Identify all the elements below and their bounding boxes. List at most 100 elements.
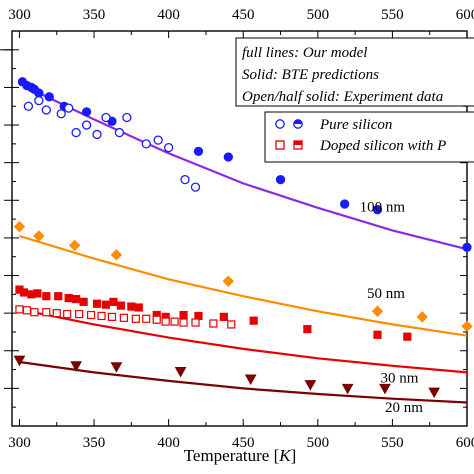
- circle-marker: [23, 101, 34, 111]
- x-tick-label-bottom: 450: [232, 435, 255, 451]
- plot-frame: [11, 30, 468, 427]
- square-marker: [86, 310, 96, 320]
- circle-marker: [81, 107, 92, 117]
- triangle-marker: [379, 383, 391, 395]
- legend-marker-half-square-fill: [294, 141, 302, 145]
- circle-marker: [34, 88, 44, 98]
- square-marker: [101, 300, 111, 309]
- circle-marker: [81, 120, 92, 130]
- square-marker: [127, 302, 136, 311]
- x-tick-label-top: 450: [232, 7, 255, 23]
- circle-marker: [141, 139, 151, 149]
- legend-label-pure-silicon: Pure silicon: [319, 117, 392, 133]
- x-tick-label-top: 550: [381, 7, 404, 23]
- square-marker: [403, 332, 412, 341]
- square-marker: [107, 312, 117, 322]
- square-marker: [92, 299, 102, 308]
- x-axis-label-unit: K: [278, 446, 292, 465]
- circle-marker: [34, 95, 44, 106]
- x-tick-label-top: 350: [83, 7, 106, 23]
- diamond-marker: [461, 320, 473, 333]
- legend-marker-open-circle: [275, 119, 285, 129]
- square-marker: [373, 330, 382, 339]
- diamond-marker: [13, 220, 26, 233]
- curve-labels: 100 nm 50 nm 30 nm 20 nm: [360, 200, 424, 416]
- square-marker: [33, 289, 42, 298]
- square-marker: [42, 308, 51, 317]
- x-axis-label-suffix: ]: [291, 446, 297, 465]
- circle-marker: [56, 109, 66, 119]
- triangle-marker: [110, 362, 123, 373]
- triangle-marker: [70, 361, 82, 372]
- square-marker: [63, 309, 72, 319]
- square-marker: [97, 311, 106, 321]
- diamond-marker: [68, 239, 81, 252]
- note-model: full lines: Our model: [242, 45, 367, 61]
- diamond-marker: [110, 249, 123, 261]
- triangle-marker: [13, 355, 26, 367]
- square-marker: [79, 297, 88, 306]
- curve-label: 50 nm: [367, 286, 405, 302]
- model-curve-2: [19, 308, 468, 374]
- diamond-marker: [371, 305, 384, 317]
- square-marker: [152, 315, 161, 324]
- circle-marker: [92, 129, 102, 140]
- square-marker: [191, 318, 200, 327]
- data-points: [13, 77, 473, 399]
- curve-label: 100 nm: [360, 200, 406, 216]
- circle-marker: [372, 205, 383, 215]
- square-marker: [179, 318, 188, 327]
- square-marker: [64, 293, 73, 303]
- circle-marker: [101, 112, 111, 123]
- square-marker: [161, 317, 170, 326]
- x-tick-label-bottom: 300: [8, 435, 31, 451]
- square-marker: [227, 320, 236, 329]
- plot-border: [11, 30, 468, 427]
- square-marker: [42, 292, 51, 301]
- square-marker: [249, 316, 258, 325]
- curve-label: 20 nm: [385, 400, 423, 416]
- x-tick-label-bottom: 350: [83, 435, 106, 451]
- square-marker: [170, 317, 179, 326]
- note-experiment: Open/half solid: Experiment data: [242, 89, 443, 105]
- circle-marker: [223, 152, 233, 162]
- legend-label-doped-silicon: Doped silicon with P: [319, 138, 446, 154]
- x-tick-label-bottom: 400: [157, 435, 180, 451]
- square-marker: [75, 309, 84, 319]
- square-marker: [54, 292, 63, 301]
- circle-marker: [180, 174, 190, 185]
- circle-marker: [275, 174, 286, 185]
- square-marker: [303, 325, 312, 334]
- square-marker: [22, 306, 32, 315]
- circle-marker: [64, 103, 74, 113]
- square-marker: [72, 294, 81, 304]
- triangle-marker: [174, 366, 187, 378]
- model-curve-3: [19, 360, 468, 404]
- x-tick-label-bottom: 600: [456, 435, 474, 451]
- diamond-marker: [416, 311, 428, 323]
- square-marker: [109, 297, 118, 306]
- model-curve-0: [19, 82, 468, 251]
- x-tick-label-bottom: 500: [307, 435, 330, 451]
- model-curve-1: [19, 234, 468, 337]
- note-bte: Solid: BTE predictions: [242, 67, 379, 83]
- square-marker: [52, 309, 61, 318]
- circle-marker: [122, 112, 132, 123]
- circle-marker: [163, 142, 174, 153]
- x-tick-label-top: 400: [157, 7, 180, 23]
- notes-box: full lines: Our model Solid: BTE predict…: [235, 37, 474, 107]
- x-axis-ticks: 300 300 350 350 400 400 450 450 500 500 550 550 600 6…: [8, 7, 474, 451]
- legend-marker-open-square: [275, 140, 285, 150]
- curve-label: 30 nm: [380, 371, 418, 387]
- square-marker: [116, 301, 126, 310]
- square-marker: [19, 288, 29, 297]
- diamond-marker: [222, 275, 235, 287]
- square-marker: [219, 312, 228, 322]
- circle-marker: [71, 127, 81, 138]
- triangle-marker: [244, 374, 257, 386]
- diamond-marker: [33, 230, 45, 242]
- model-curves: [19, 82, 468, 404]
- circle-marker: [340, 199, 350, 209]
- triangle-marker: [341, 383, 354, 395]
